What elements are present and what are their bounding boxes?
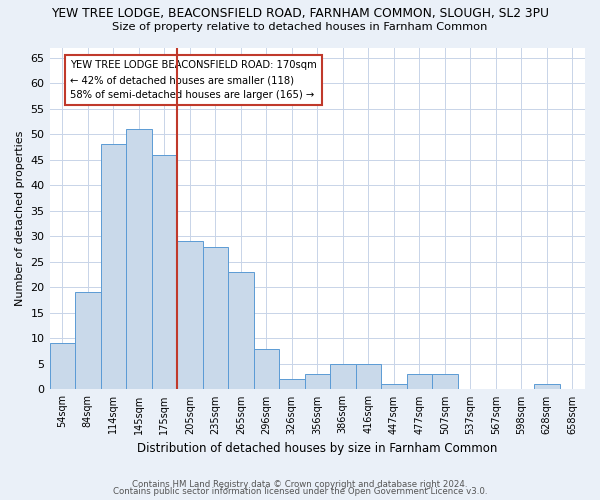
Bar <box>432 374 458 390</box>
Bar <box>534 384 560 390</box>
Bar <box>305 374 330 390</box>
Text: YEW TREE LODGE BEACONSFIELD ROAD: 170sqm
← 42% of detached houses are smaller (1: YEW TREE LODGE BEACONSFIELD ROAD: 170sqm… <box>70 60 317 100</box>
Bar <box>50 344 75 390</box>
Bar <box>381 384 407 390</box>
Bar <box>228 272 254 390</box>
Bar <box>203 246 228 390</box>
Bar <box>356 364 381 390</box>
Bar <box>152 154 177 390</box>
Bar <box>75 292 101 390</box>
Text: Contains HM Land Registry data © Crown copyright and database right 2024.: Contains HM Land Registry data © Crown c… <box>132 480 468 489</box>
Bar <box>126 129 152 390</box>
Text: Contains public sector information licensed under the Open Government Licence v3: Contains public sector information licen… <box>113 488 487 496</box>
Y-axis label: Number of detached properties: Number of detached properties <box>15 131 25 306</box>
Bar <box>407 374 432 390</box>
X-axis label: Distribution of detached houses by size in Farnham Common: Distribution of detached houses by size … <box>137 442 497 455</box>
Bar <box>330 364 356 390</box>
Bar <box>101 144 126 390</box>
Bar <box>279 379 305 390</box>
Text: YEW TREE LODGE, BEACONSFIELD ROAD, FARNHAM COMMON, SLOUGH, SL2 3PU: YEW TREE LODGE, BEACONSFIELD ROAD, FARNH… <box>51 8 549 20</box>
Bar <box>254 348 279 390</box>
Bar <box>177 242 203 390</box>
Text: Size of property relative to detached houses in Farnham Common: Size of property relative to detached ho… <box>112 22 488 32</box>
